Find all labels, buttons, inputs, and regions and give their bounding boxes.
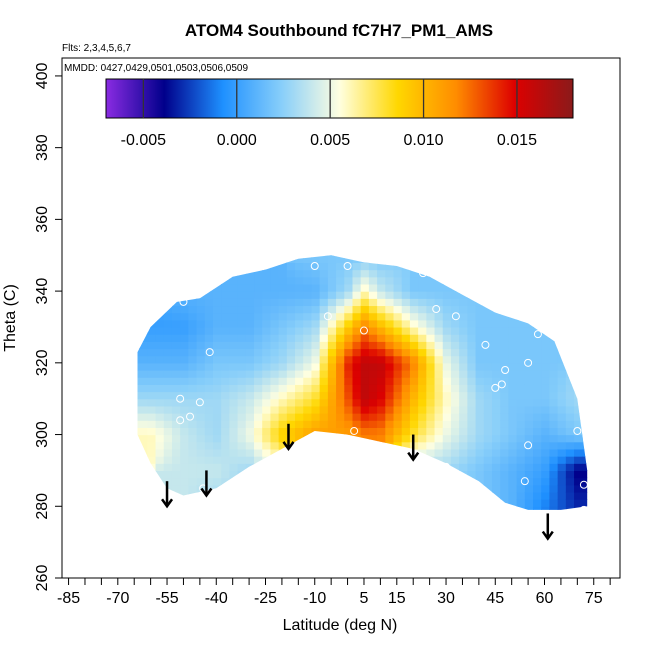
observation-point [186, 412, 195, 421]
observation-points [133, 254, 588, 514]
y-tick-label: 320 [34, 349, 51, 376]
flights-annotation: Flts: 2,3,4,5,6,7 [62, 43, 131, 54]
profile-arrow [282, 423, 295, 452]
colorbar-tick-label: 0.005 [310, 132, 350, 149]
x-tick-label: -70 [106, 590, 129, 607]
profile-arrow [407, 434, 420, 462]
x-tick-label: 30 [437, 590, 455, 607]
observation-point [579, 505, 588, 514]
colorbar-tick-label: 0.015 [497, 132, 537, 149]
colorbar-gradient [105, 78, 574, 119]
x-tick-label: -40 [205, 590, 228, 607]
x-tick-label: 5 [360, 590, 369, 607]
observation-point [573, 426, 582, 435]
observation-point [491, 502, 500, 511]
x-tick-label: -10 [303, 590, 326, 607]
observation-point [491, 383, 500, 392]
y-axis: 260 280 300 320 340 360 380 400 [34, 62, 62, 591]
observation-point [451, 312, 460, 321]
x-tick-label: -85 [57, 590, 80, 607]
observation-point [310, 262, 319, 270]
colorbar-tick-label: -0.005 [121, 132, 166, 149]
observation-point [497, 380, 506, 389]
heatmap-field [137, 255, 588, 510]
y-tick-label: 360 [34, 206, 51, 233]
observation-point [533, 330, 542, 339]
observation-point [176, 394, 185, 403]
colorbar-tick-label: 0.000 [217, 132, 257, 149]
x-axis-label: Latitude (deg N) [283, 617, 398, 634]
x-tick-label: 75 [585, 590, 603, 607]
dates-annotation: MMDD: 0427,0429,0501,0503,0506,0509 [64, 63, 248, 74]
observation-point [195, 398, 204, 407]
x-tick-label: -55 [155, 590, 178, 607]
observation-point [277, 254, 286, 263]
y-tick-label: 400 [34, 62, 51, 89]
observation-point [481, 340, 490, 349]
profile-arrows [161, 423, 554, 541]
y-tick-label: 340 [34, 278, 51, 305]
profile-arrow [541, 513, 554, 541]
y-axis-label: Theta (C) [2, 284, 19, 352]
observation-point [419, 269, 428, 278]
observation-point [524, 358, 533, 367]
y-tick-label: 260 [34, 565, 51, 592]
observation-point [520, 477, 529, 486]
observation-point [432, 305, 441, 314]
x-axis: -85 -70 -55 -40 -25 -10 5 15 30 45 60 75 [57, 578, 611, 607]
x-tick-label: -25 [254, 590, 277, 607]
x-tick-label: 60 [536, 590, 554, 607]
observation-point [501, 366, 510, 374]
profile-arrow [200, 470, 213, 498]
observation-point [579, 480, 588, 489]
plot-frame [61, 57, 621, 579]
y-tick-label: 380 [34, 134, 51, 161]
observation-point [350, 426, 359, 435]
observation-point [323, 312, 332, 321]
observation-point [442, 462, 451, 471]
observation-point [205, 348, 214, 357]
x-tick-label: 15 [388, 590, 406, 607]
observation-point [179, 297, 188, 306]
observation-point [524, 441, 533, 450]
observation-point [359, 326, 368, 335]
colorbar: -0.005 0.000 0.005 0.010 0.015 [105, 78, 574, 149]
observation-point [133, 333, 142, 342]
y-tick-label: 300 [34, 421, 51, 448]
observation-point [343, 262, 352, 270]
observation-point [176, 416, 185, 425]
chart-title: ATOM4 Southbound fC7H7_PM1_AMS [185, 21, 493, 40]
y-tick-label: 280 [34, 493, 51, 520]
x-tick-label: 45 [486, 590, 504, 607]
colorbar-tick-label: 0.010 [404, 132, 444, 149]
profile-arrow [161, 481, 174, 509]
